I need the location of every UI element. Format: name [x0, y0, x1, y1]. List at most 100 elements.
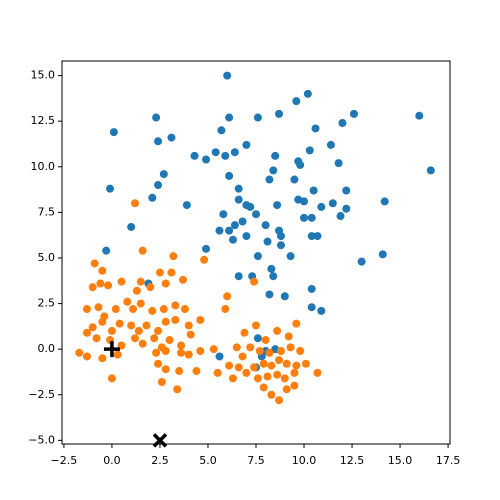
point — [261, 221, 270, 230]
y-tick-label: 2.5 — [38, 297, 56, 310]
point — [242, 140, 251, 149]
point — [96, 279, 105, 288]
point — [238, 352, 247, 361]
point — [192, 367, 201, 376]
point — [215, 352, 224, 361]
point — [167, 268, 176, 277]
point — [88, 323, 97, 332]
point — [130, 334, 139, 343]
point — [213, 368, 222, 377]
point — [148, 193, 157, 202]
point — [202, 155, 211, 164]
point — [232, 343, 241, 352]
point — [253, 113, 262, 122]
point — [221, 305, 230, 314]
point — [98, 354, 107, 363]
point — [301, 359, 310, 368]
point — [138, 246, 147, 255]
point — [300, 213, 309, 222]
point — [269, 166, 278, 175]
point — [88, 283, 97, 292]
x-tick-label: 2.5 — [151, 454, 169, 467]
point — [265, 348, 274, 357]
point — [136, 277, 145, 286]
x-tick-label: 10.0 — [292, 454, 317, 467]
point — [154, 137, 163, 146]
point — [238, 217, 247, 226]
x-tick-label: 17.5 — [436, 454, 461, 467]
point — [230, 221, 239, 230]
point — [115, 319, 124, 328]
point — [179, 275, 188, 284]
point — [200, 255, 209, 264]
x-tick-label: 12.5 — [340, 454, 365, 467]
point — [313, 368, 322, 377]
point — [290, 381, 299, 390]
point — [190, 151, 199, 160]
point — [196, 315, 205, 324]
point — [127, 222, 136, 231]
point — [286, 252, 295, 261]
point — [102, 246, 111, 255]
x-tick-label: 5.0 — [199, 454, 217, 467]
point — [296, 160, 305, 169]
point — [92, 334, 101, 343]
point — [267, 361, 276, 370]
y-tick-label: −2.5 — [28, 388, 55, 401]
point — [211, 148, 220, 157]
y-tick-label: 7.5 — [38, 205, 56, 218]
y-tick-label: 15.0 — [31, 69, 56, 82]
point — [307, 213, 316, 222]
point — [152, 348, 161, 357]
point — [342, 186, 351, 195]
y-tick-label: 5.0 — [38, 251, 56, 264]
point — [107, 374, 116, 383]
point — [106, 184, 115, 193]
point — [305, 146, 314, 155]
point — [280, 292, 289, 301]
point — [292, 361, 301, 370]
point — [276, 346, 285, 355]
point — [275, 356, 284, 365]
point — [225, 113, 234, 122]
point — [171, 315, 180, 324]
point — [138, 339, 147, 348]
point — [246, 343, 255, 352]
point — [142, 321, 151, 330]
point — [136, 299, 145, 308]
point — [253, 334, 262, 343]
point — [250, 277, 259, 286]
point — [184, 321, 193, 330]
point — [107, 326, 116, 335]
point — [182, 201, 191, 210]
point — [336, 212, 345, 221]
point — [150, 334, 159, 343]
point — [303, 89, 312, 98]
point — [307, 303, 316, 312]
point — [82, 328, 91, 337]
point — [273, 201, 282, 210]
point — [165, 336, 174, 345]
point — [161, 279, 170, 288]
point — [334, 159, 343, 168]
point — [217, 126, 226, 135]
point — [152, 113, 161, 122]
point — [228, 374, 237, 383]
point — [215, 226, 224, 235]
point — [225, 226, 234, 235]
point — [209, 345, 218, 354]
point — [169, 252, 178, 261]
point — [234, 195, 243, 204]
point — [242, 232, 251, 241]
point — [273, 326, 282, 335]
point — [311, 124, 320, 133]
point — [221, 151, 230, 160]
point — [196, 346, 205, 355]
point — [240, 328, 249, 337]
point — [129, 305, 138, 314]
point — [296, 346, 305, 355]
point — [130, 199, 139, 208]
point — [230, 148, 239, 157]
